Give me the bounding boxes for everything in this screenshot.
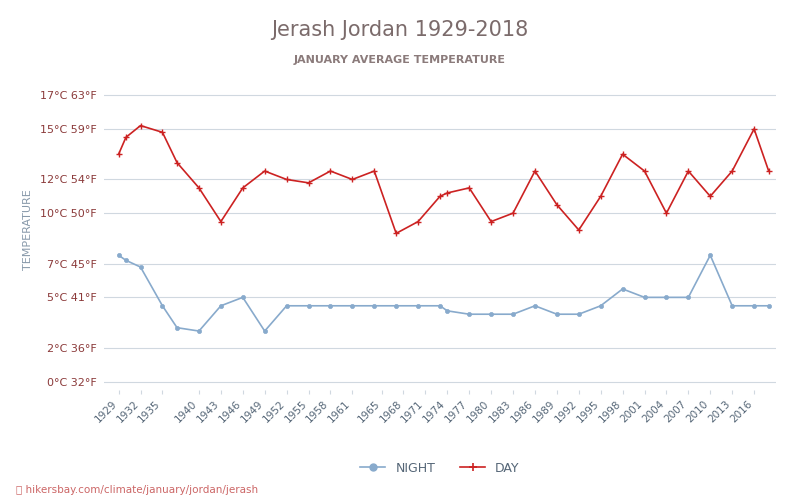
Text: JANUARY AVERAGE TEMPERATURE: JANUARY AVERAGE TEMPERATURE <box>294 55 506 65</box>
Legend: NIGHT, DAY: NIGHT, DAY <box>355 457 525 480</box>
Text: Jerash Jordan 1929-2018: Jerash Jordan 1929-2018 <box>271 20 529 40</box>
Y-axis label: TEMPERATURE: TEMPERATURE <box>23 190 34 270</box>
Text: 📍 hikersbay.com/climate/january/jordan/jerash: 📍 hikersbay.com/climate/january/jordan/j… <box>16 485 258 495</box>
